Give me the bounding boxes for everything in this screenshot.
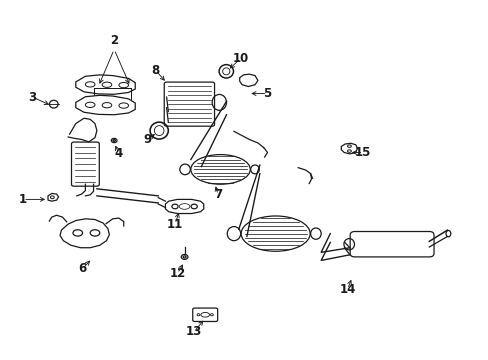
- Text: 2: 2: [110, 34, 118, 47]
- Text: 15: 15: [354, 146, 371, 159]
- Text: 4: 4: [115, 147, 123, 160]
- Text: 5: 5: [263, 87, 271, 100]
- Text: 9: 9: [143, 133, 151, 146]
- Text: 12: 12: [169, 267, 185, 280]
- Text: 13: 13: [185, 325, 202, 338]
- Text: 7: 7: [214, 188, 222, 201]
- Text: 14: 14: [339, 283, 355, 296]
- Text: 10: 10: [232, 52, 248, 65]
- Text: 6: 6: [78, 262, 86, 275]
- Text: 1: 1: [19, 193, 27, 206]
- Text: 8: 8: [151, 64, 160, 77]
- Text: 3: 3: [29, 91, 37, 104]
- Text: 11: 11: [166, 217, 183, 231]
